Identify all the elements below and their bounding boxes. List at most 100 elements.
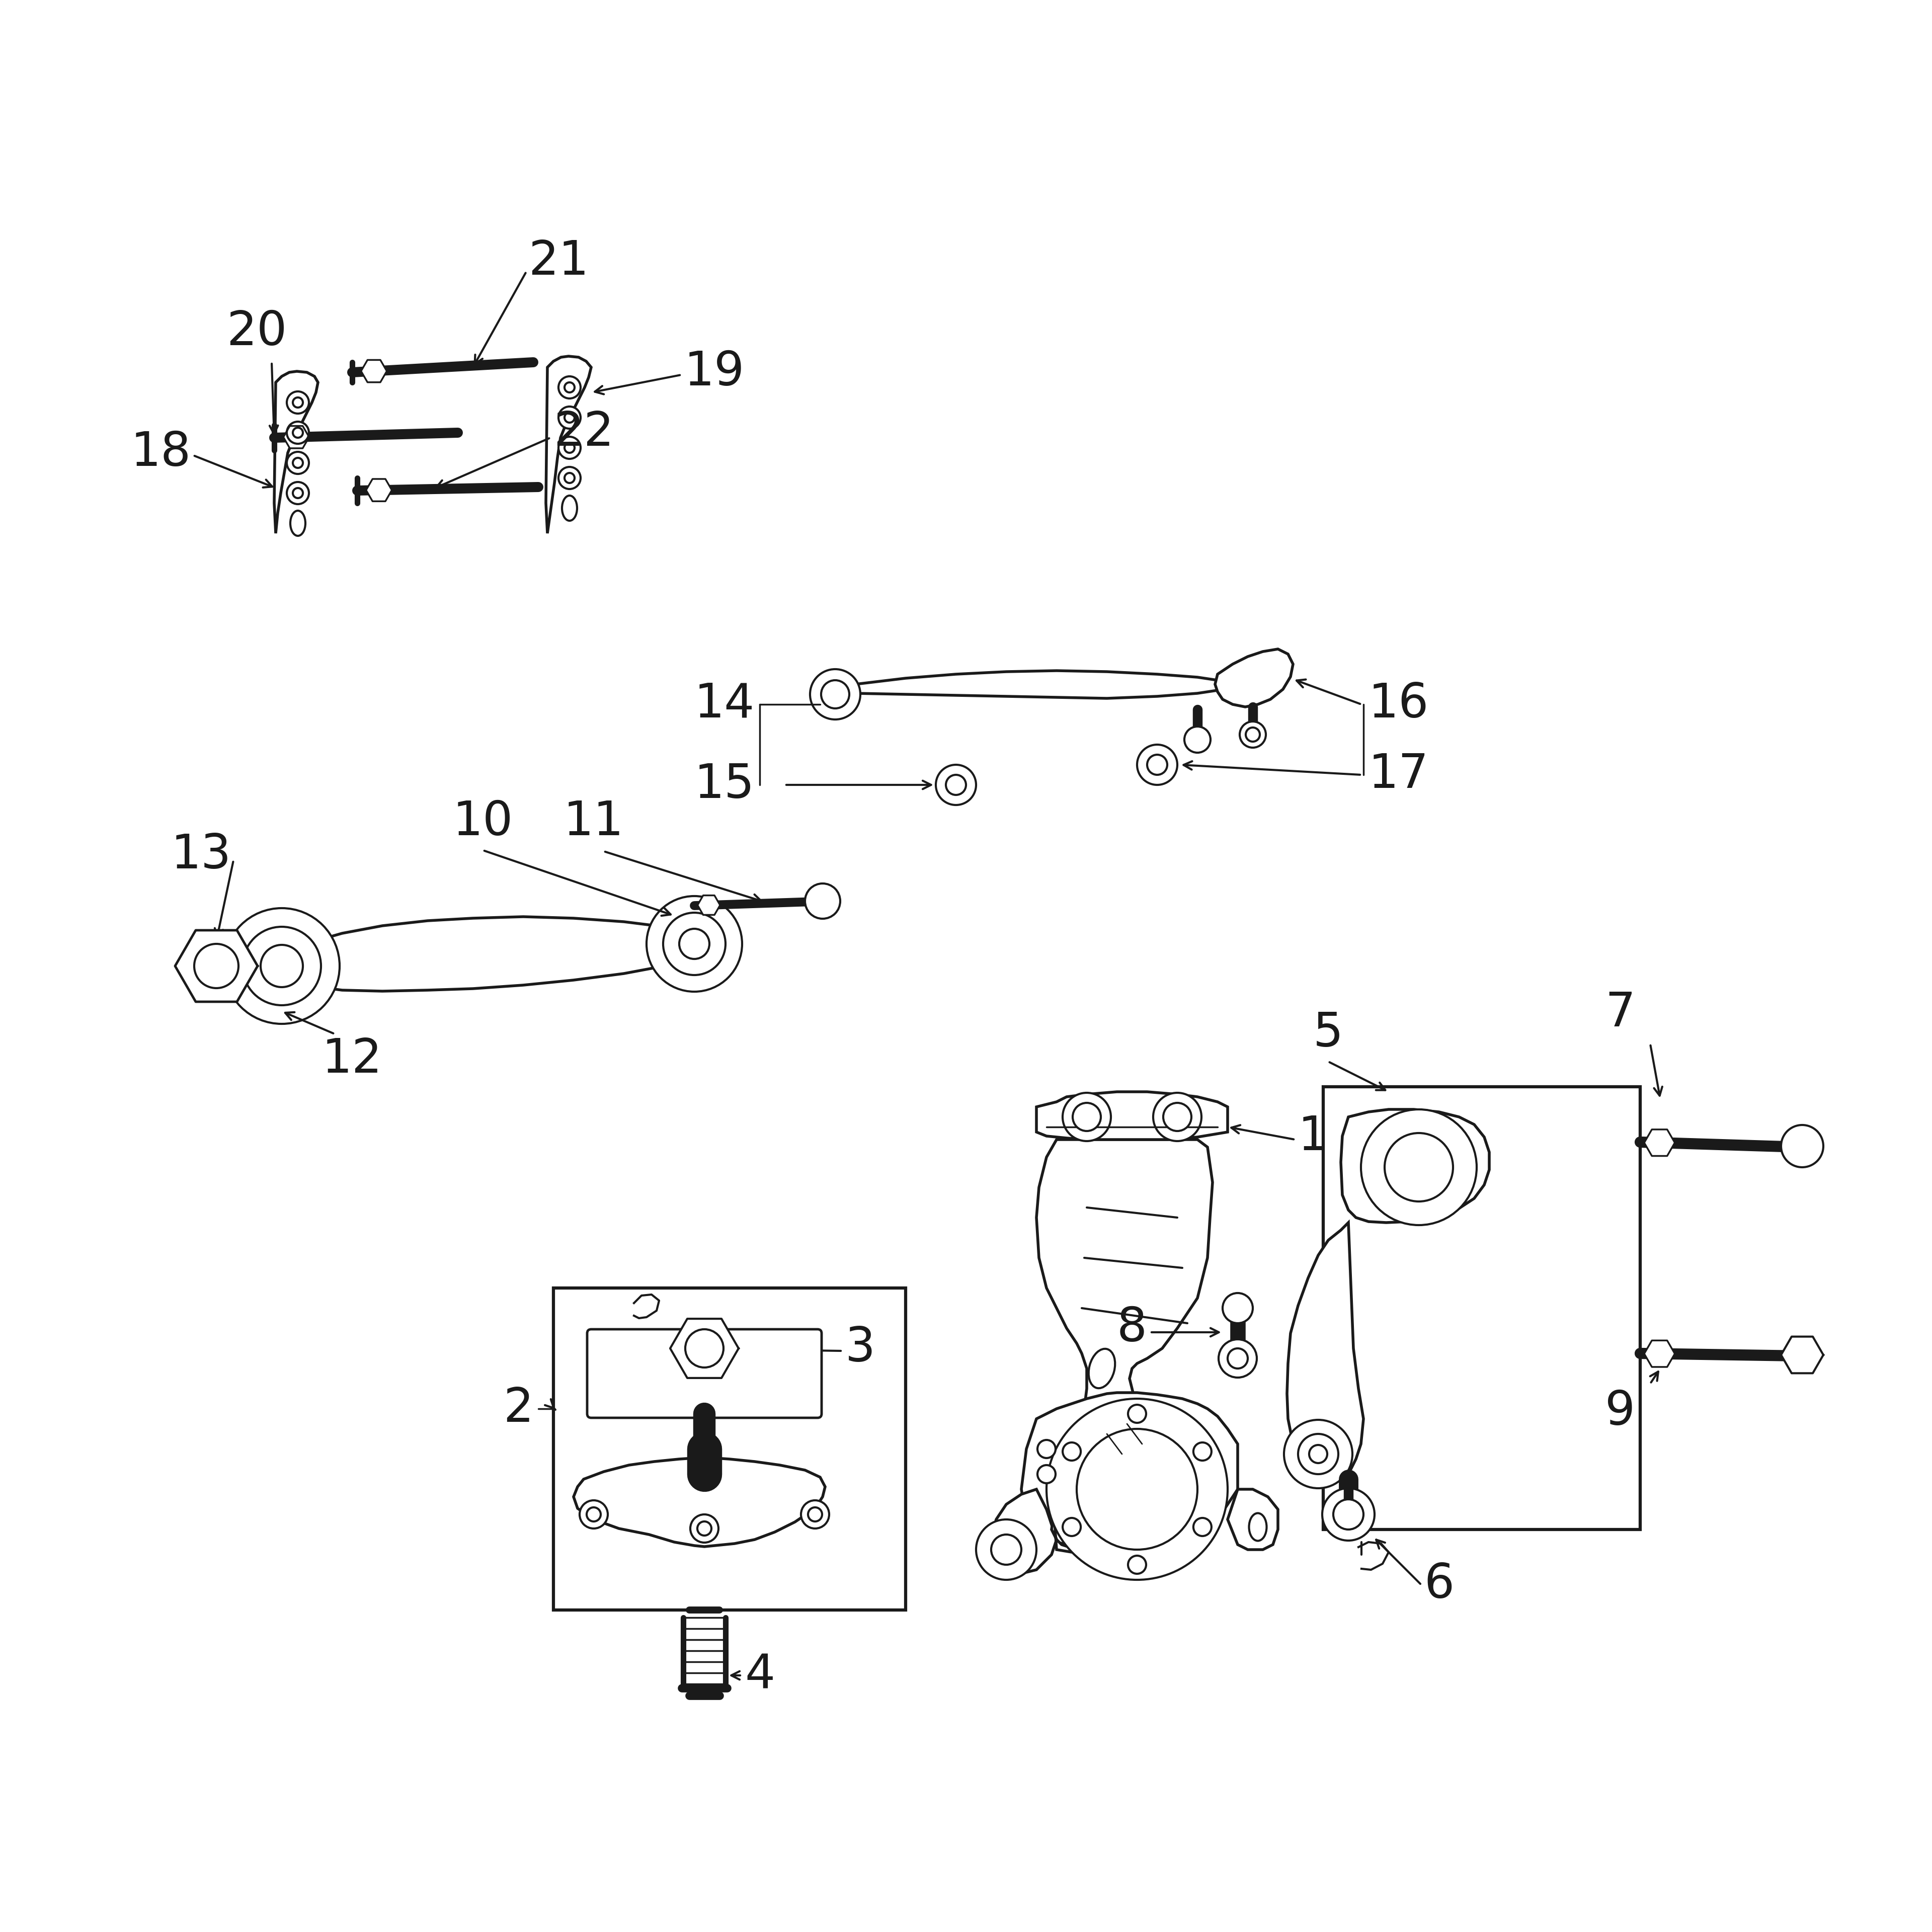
Polygon shape	[1781, 1337, 1824, 1374]
Circle shape	[686, 1329, 723, 1368]
Circle shape	[1321, 1488, 1374, 1540]
Circle shape	[558, 437, 582, 460]
Circle shape	[1037, 1464, 1055, 1484]
Circle shape	[1385, 1132, 1453, 1202]
Circle shape	[1063, 1519, 1080, 1536]
Polygon shape	[547, 355, 591, 533]
Circle shape	[647, 896, 742, 991]
Circle shape	[1219, 1339, 1258, 1378]
Polygon shape	[1287, 1223, 1364, 1474]
Circle shape	[1063, 1443, 1080, 1461]
Polygon shape	[1036, 1140, 1213, 1509]
Circle shape	[1138, 744, 1177, 784]
Polygon shape	[361, 359, 386, 383]
Bar	[1323, 1086, 1640, 1530]
Circle shape	[558, 468, 582, 489]
Polygon shape	[365, 479, 392, 500]
Circle shape	[294, 427, 303, 439]
Circle shape	[1076, 1430, 1198, 1549]
Circle shape	[286, 392, 309, 413]
Text: 11: 11	[564, 800, 624, 846]
Ellipse shape	[1248, 1513, 1267, 1542]
Circle shape	[806, 883, 840, 920]
Circle shape	[286, 421, 309, 444]
Circle shape	[1240, 721, 1265, 748]
Circle shape	[697, 1522, 711, 1536]
Text: 16: 16	[1368, 682, 1430, 728]
Circle shape	[1148, 755, 1167, 775]
Circle shape	[261, 945, 303, 987]
Circle shape	[558, 406, 582, 429]
Circle shape	[802, 1501, 829, 1528]
Text: 2: 2	[502, 1385, 533, 1432]
Circle shape	[1063, 1094, 1111, 1142]
Circle shape	[1128, 1405, 1146, 1422]
Polygon shape	[176, 931, 257, 1001]
Circle shape	[1153, 1094, 1202, 1142]
Text: 17: 17	[1368, 752, 1430, 798]
Text: 12: 12	[323, 1036, 383, 1082]
Polygon shape	[1036, 1092, 1227, 1140]
Circle shape	[1163, 1103, 1192, 1130]
Circle shape	[224, 908, 340, 1024]
Circle shape	[1037, 1439, 1055, 1459]
Text: 9: 9	[1605, 1389, 1634, 1435]
Circle shape	[587, 1507, 601, 1522]
Text: 18: 18	[131, 429, 191, 475]
Polygon shape	[1227, 1490, 1277, 1549]
Ellipse shape	[562, 497, 578, 522]
Text: 8: 8	[1117, 1306, 1148, 1350]
Text: 5: 5	[1314, 1010, 1343, 1057]
Text: 4: 4	[744, 1652, 775, 1698]
Circle shape	[947, 775, 966, 794]
Circle shape	[1298, 1434, 1339, 1474]
Circle shape	[564, 383, 574, 392]
Text: 7: 7	[1605, 989, 1634, 1036]
Circle shape	[690, 1515, 719, 1542]
Polygon shape	[1215, 649, 1293, 707]
Circle shape	[294, 398, 303, 408]
Text: 20: 20	[226, 309, 288, 355]
Circle shape	[1047, 1399, 1227, 1580]
Bar	[553, 1289, 906, 1609]
Text: 21: 21	[527, 238, 589, 284]
Circle shape	[991, 1534, 1022, 1565]
Circle shape	[1285, 1420, 1352, 1488]
Circle shape	[195, 945, 238, 987]
Text: 13: 13	[170, 833, 232, 879]
Polygon shape	[670, 1320, 738, 1378]
Polygon shape	[1644, 1341, 1675, 1368]
Circle shape	[286, 452, 309, 473]
Polygon shape	[284, 425, 309, 448]
Text: 6: 6	[1424, 1561, 1455, 1607]
Circle shape	[1128, 1555, 1146, 1575]
Circle shape	[935, 765, 976, 806]
Circle shape	[564, 442, 574, 452]
Circle shape	[294, 458, 303, 468]
Circle shape	[1227, 1349, 1248, 1368]
Circle shape	[680, 929, 709, 958]
Text: 3: 3	[846, 1325, 875, 1372]
Text: 19: 19	[684, 350, 744, 396]
Circle shape	[1246, 728, 1260, 742]
Circle shape	[564, 473, 574, 483]
Circle shape	[294, 489, 303, 498]
Circle shape	[663, 912, 726, 976]
Circle shape	[821, 680, 850, 709]
Text: 10: 10	[452, 800, 514, 846]
Polygon shape	[574, 1457, 825, 1548]
Circle shape	[558, 377, 582, 398]
Polygon shape	[274, 371, 319, 533]
Circle shape	[1072, 1103, 1101, 1130]
FancyBboxPatch shape	[587, 1329, 821, 1418]
Polygon shape	[1341, 1109, 1490, 1223]
Circle shape	[976, 1519, 1036, 1580]
Polygon shape	[856, 670, 1217, 697]
Polygon shape	[280, 916, 705, 991]
Polygon shape	[1022, 1393, 1238, 1551]
Circle shape	[564, 413, 574, 423]
Ellipse shape	[1088, 1349, 1115, 1389]
Circle shape	[580, 1501, 609, 1528]
Circle shape	[243, 927, 321, 1005]
Polygon shape	[1644, 1130, 1675, 1155]
